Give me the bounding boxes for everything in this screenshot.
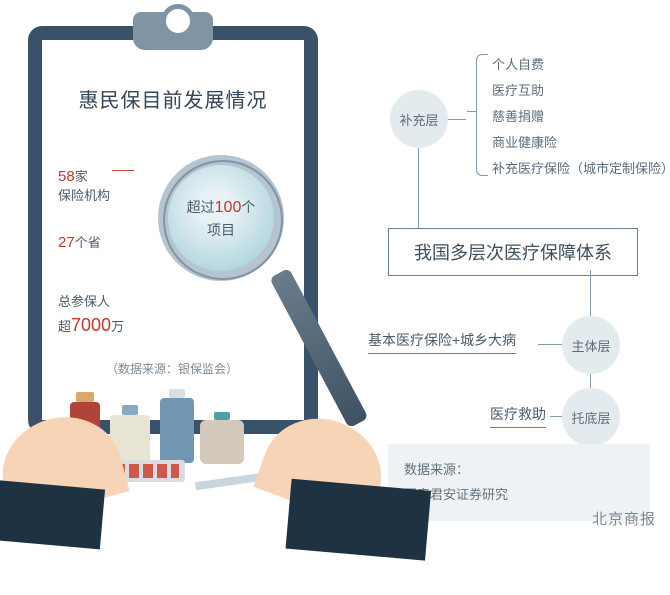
stat-insurers: 58家 保险机构 [58, 166, 110, 204]
clipboard-clip [133, 12, 213, 50]
connector-line [448, 119, 466, 120]
list-item: 个人自费 [492, 52, 670, 78]
magnifier: 超过100个 项目 [158, 155, 298, 295]
layer-node-main: 主体层 [562, 316, 620, 374]
magnifier-unit: 个 [241, 199, 255, 215]
list-item: 补充医疗保险（城市定制保险） [492, 156, 670, 182]
stat-participants-unit: 万 [111, 319, 124, 334]
watermark: 北京商报 [592, 508, 656, 529]
stat-provinces: 27个省 [58, 232, 101, 251]
main-layer-label: 基本医疗保险+城乡大病 [368, 330, 516, 354]
bottle-icon [200, 420, 244, 464]
stat-insurers-sub: 保险机构 [58, 188, 110, 203]
magnifier-value: 100 [215, 199, 242, 216]
magnifier-text: 超过100个 项目 [187, 196, 256, 241]
bottle-icon [160, 398, 194, 463]
source-value: 国泰君安证券研究 [404, 483, 634, 508]
connector-line [538, 344, 562, 345]
stat-participants-value: 7000 [71, 315, 111, 335]
list-item: 商业健康险 [492, 130, 670, 156]
center-title-box: 我国多层次医疗保障体系 [388, 228, 638, 276]
source-label: 数据来源： [404, 458, 634, 483]
layer-node-base: 托底层 [562, 388, 620, 446]
hierarchy-diagram: 补充层 个人自费 医疗互助 慈善捐赠 商业健康险 补充医疗保险（城市定制保险） … [350, 30, 670, 530]
clipboard-title: 惠民保目前发展情况 [42, 84, 304, 113]
list-item: 慈善捐赠 [492, 104, 670, 130]
supplement-items: 个人自费 医疗互助 慈善捐赠 商业健康险 补充医疗保险（城市定制保险） [492, 52, 670, 182]
stat-provinces-unit: 个省 [75, 235, 101, 250]
base-layer-label: 医疗救助 [490, 404, 546, 428]
stat-insurers-value: 58 [58, 168, 75, 185]
magnifier-sub: 项目 [207, 222, 235, 238]
stat-provinces-value: 27 [58, 234, 75, 251]
list-item: 医疗互助 [492, 78, 670, 104]
magnifier-prefix: 超过 [187, 199, 215, 215]
stat-insurers-unit: 家 [75, 169, 88, 184]
stat-participants-prefix: 超 [58, 319, 71, 334]
clipboard-source: （数据来源：银保监会） [106, 360, 238, 377]
connector-line [418, 148, 419, 228]
magnifier-lens: 超过100个 项目 [158, 155, 284, 281]
stat-participants-label: 总参保人 [58, 294, 110, 309]
stat-participants: 总参保人 超7000万 [58, 292, 124, 339]
stat-tick [112, 170, 134, 171]
layer-node-supplement: 补充层 [390, 90, 448, 148]
connector-line [550, 416, 562, 417]
bracket-line [476, 54, 488, 176]
